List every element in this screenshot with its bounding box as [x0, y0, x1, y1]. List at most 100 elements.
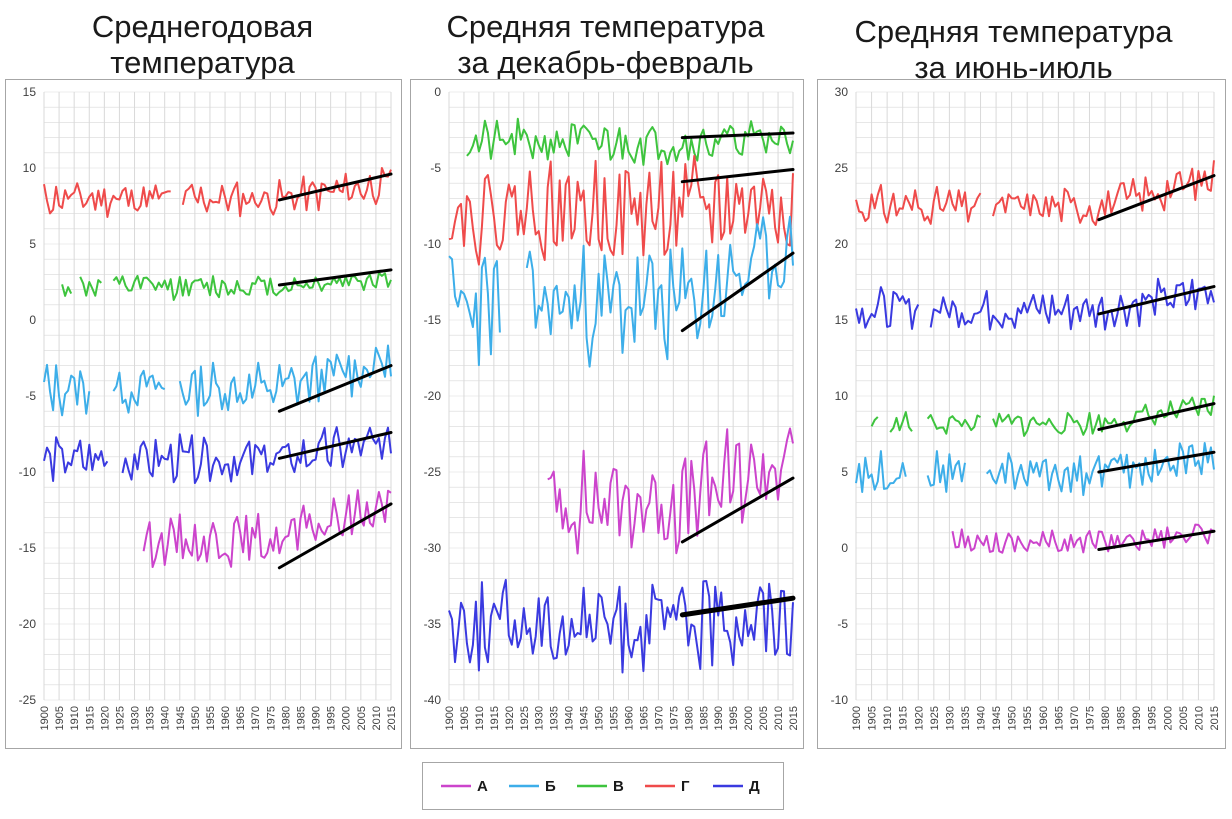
series-line-D — [448, 154, 794, 266]
legend-label: В — [613, 778, 624, 795]
x-tick-label: 2015 — [788, 706, 800, 730]
x-tick-label: 1975 — [265, 706, 277, 730]
series-line-B — [855, 450, 907, 493]
y-tick-label: -40 — [424, 693, 442, 707]
y-tick-label: 0 — [434, 85, 441, 99]
y-tick-label: -30 — [424, 541, 442, 555]
x-tick-label: 1915 — [898, 706, 910, 730]
series-line-A — [547, 427, 794, 555]
legend: А Б В Г Д — [422, 762, 784, 810]
series-line-B — [926, 450, 966, 493]
y-tick-label: 30 — [835, 85, 849, 99]
x-tick-label: 1910 — [882, 706, 894, 730]
series-line-D — [43, 182, 171, 218]
series-line-C — [926, 414, 981, 435]
y-tick-label: 0 — [29, 313, 36, 327]
x-tick-label: 1925 — [114, 706, 126, 730]
series-line-C — [112, 272, 392, 301]
x-tick-label: 1930 — [534, 706, 546, 730]
x-tick-label: 1955 — [205, 706, 217, 730]
x-tick-label: 1985 — [698, 706, 710, 730]
chart-title-annual: Среднегодовая температура — [5, 9, 400, 81]
x-tick-label: 1965 — [638, 706, 650, 730]
y-tick-label: -20 — [424, 389, 442, 403]
x-tick-label: 1925 — [929, 706, 941, 730]
x-tick-label: 1990 — [713, 706, 725, 730]
x-tick-label: 1995 — [326, 706, 338, 730]
x-tick-label: 1945 — [175, 706, 187, 730]
trend-line — [1097, 529, 1216, 552]
series-line-B — [448, 255, 501, 367]
trend-line — [277, 364, 393, 413]
x-tick-label: 1900 — [851, 706, 863, 730]
x-tick-label: 1930 — [944, 706, 956, 730]
x-tick-label: 1910 — [474, 706, 486, 730]
chart-title-winter: Средняя температура за декабрь-февраль — [408, 9, 803, 81]
x-tick-label: 1935 — [145, 706, 157, 730]
y-tick-label: -5 — [25, 389, 36, 403]
x-tick-label: 1985 — [295, 706, 307, 730]
trend-line — [1097, 450, 1216, 474]
series-line-C — [79, 276, 102, 297]
chart-title-line: за декабрь-февраль — [457, 45, 754, 80]
x-tick-label: 1950 — [594, 706, 606, 730]
legend-label: А — [477, 778, 488, 795]
x-tick-label: 2000 — [743, 706, 755, 730]
x-tick-label: 1980 — [1100, 706, 1112, 730]
y-tick-label: 0 — [841, 541, 848, 555]
series-line-C — [870, 416, 879, 427]
x-tick-label: 1980 — [683, 706, 695, 730]
y-tick-label: -10 — [831, 693, 849, 707]
series-line-B — [525, 215, 794, 368]
y-tick-label: -5 — [837, 617, 848, 631]
x-tick-label: 2015 — [1209, 706, 1221, 730]
legend-label: Б — [545, 778, 556, 795]
x-tick-label: 1980 — [280, 706, 292, 730]
x-tick-label: 1920 — [504, 706, 516, 730]
chart-title-line: температура — [110, 45, 295, 80]
x-tick-label: 1955 — [1022, 706, 1034, 730]
x-tick-label: 1985 — [1116, 706, 1128, 730]
series-line-E — [929, 277, 1215, 331]
y-tick-label: -20 — [19, 617, 37, 631]
y-tick-label: -5 — [430, 161, 441, 175]
y-tick-label: 10 — [23, 161, 37, 175]
x-tick-label: 1910 — [69, 706, 81, 730]
x-tick-label: 1970 — [250, 706, 262, 730]
y-tick-label: 15 — [835, 313, 849, 327]
trend-line — [680, 251, 795, 333]
x-tick-label: 1905 — [459, 706, 471, 730]
chart-annual: 1900 1905 1910 1915 1920 1925 1930 1935 1940 1945… — [19, 85, 398, 730]
series-line-E — [121, 426, 392, 484]
x-tick-label: 1960 — [1038, 706, 1050, 730]
x-tick-label: 2005 — [1178, 706, 1190, 730]
x-tick-label: 1975 — [1084, 706, 1096, 730]
x-tick-label: 1935 — [960, 706, 972, 730]
x-tick-label: 1915 — [84, 706, 96, 730]
trend-line — [680, 131, 795, 140]
trend-line — [277, 502, 393, 570]
chart-panel-winter: 1900 1905 1910 1915 1920 1925 1930 1935 1940 1945… — [410, 79, 804, 749]
series-line-D — [181, 167, 392, 218]
x-tick-label: 1965 — [235, 706, 247, 730]
x-tick-label: 1990 — [311, 706, 323, 730]
chart-title-line: Средняя температура — [446, 9, 765, 44]
chart-title-line: Среднегодовая — [91, 9, 314, 44]
chart-winter: 1900 1905 1910 1915 1920 1925 1930 1935 1940 1945… — [424, 85, 800, 730]
series-line-B — [112, 369, 166, 414]
chart-title-line: Средняя температура — [854, 14, 1173, 49]
series-line-D — [855, 184, 982, 225]
x-tick-label: 1940 — [160, 706, 172, 730]
x-tick-label: 1995 — [728, 706, 740, 730]
x-tick-label: 1990 — [1131, 706, 1143, 730]
x-tick-label: 1925 — [519, 706, 531, 730]
x-tick-label: 1950 — [190, 706, 202, 730]
y-tick-label: -15 — [424, 313, 442, 327]
x-tick-label: 2000 — [1162, 706, 1174, 730]
y-tick-label: -10 — [424, 237, 442, 251]
x-tick-label: 1935 — [549, 706, 561, 730]
x-tick-label: 2005 — [758, 706, 770, 730]
x-tick-label: 1920 — [913, 706, 925, 730]
trend-line — [679, 595, 796, 618]
series-line-A — [142, 489, 392, 568]
